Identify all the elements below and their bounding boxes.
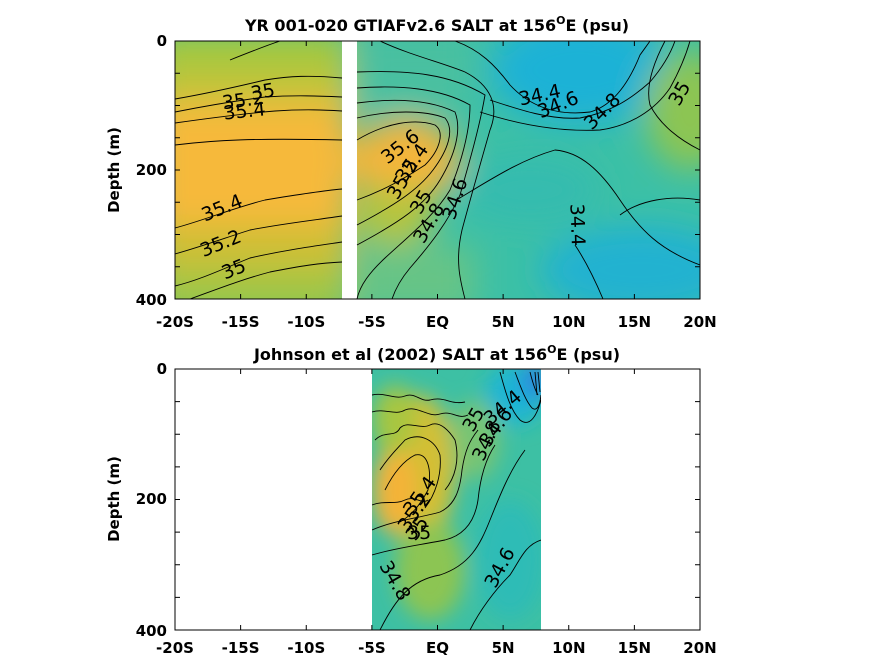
- top-ytick-label: 200: [136, 161, 167, 179]
- top-y-axis-label: Depth (m): [105, 127, 123, 213]
- top-tick-marks: [174, 40, 701, 300]
- bottom-xtick-label: 10N: [552, 639, 585, 656]
- bottom-y-axis-label: Depth (m): [105, 456, 123, 542]
- top-x-tick-labels: -20S -15S -10S -5S EQ 5N 10N 15N 20N: [156, 313, 717, 331]
- bottom-ytick-label: 200: [136, 490, 167, 508]
- top-contour-lines: [175, 41, 700, 299]
- bottom-xtick-label: 5N: [492, 639, 515, 656]
- bottom-xtick-label: -20S: [156, 639, 194, 656]
- contour-label: 35: [249, 79, 277, 105]
- top-salinity-field: [175, 41, 700, 299]
- bottom-xtick-label: EQ: [426, 639, 449, 656]
- top-xtick-label: 10N: [552, 313, 585, 331]
- bottom-xtick-label: -5S: [358, 639, 385, 656]
- bottom-chart-title: Johnson et al (2002) SALT at 156OE (psu): [253, 343, 620, 364]
- top-xtick-label: -15S: [222, 313, 260, 331]
- top-xtick-label: -5S: [358, 313, 385, 331]
- bottom-xtick-label: 15N: [618, 639, 651, 656]
- top-chart-title: YR 001-020 GTIAFv2.6 SALT at 156OE (psu): [244, 14, 629, 35]
- top-ytick-label: 400: [136, 291, 167, 309]
- top-xtick-label: EQ: [426, 313, 449, 331]
- top-xtick-label: 5N: [492, 313, 515, 331]
- top-xtick-label: 20N: [683, 313, 716, 331]
- bottom-salinity-field: [372, 369, 541, 630]
- bottom-x-tick-labels: -20S -15S -10S -5S EQ 5N 10N 15N 20N: [156, 639, 717, 656]
- top-y-tick-labels: 0 200 400: [136, 32, 167, 309]
- top-xtick-label: -20S: [156, 313, 194, 331]
- contour-label: 35: [407, 522, 431, 544]
- contour-label: 35.4: [222, 98, 266, 124]
- top-xtick-label: 15N: [618, 313, 651, 331]
- bottom-xtick-label: 20N: [683, 639, 716, 656]
- bottom-ytick-label: 400: [136, 622, 167, 640]
- top-ytick-label: 0: [157, 32, 167, 50]
- bottom-xtick-label: -15S: [222, 639, 260, 656]
- bottom-y-tick-labels: 0 200 400: [136, 360, 167, 640]
- bottom-panel: Johnson et al (2002) SALT at 156OE (psu): [105, 343, 717, 656]
- top-xtick-label: -10S: [287, 313, 325, 331]
- bottom-ytick-label: 0: [157, 360, 167, 378]
- contour-label: 34.4: [565, 203, 588, 246]
- bottom-contour-lines: [372, 371, 541, 630]
- top-panel: YR 001-020 GTIAFv2.6 SALT at 156OE (psu): [105, 14, 717, 331]
- bottom-tick-marks: [174, 368, 701, 631]
- bottom-xtick-label: -10S: [287, 639, 325, 656]
